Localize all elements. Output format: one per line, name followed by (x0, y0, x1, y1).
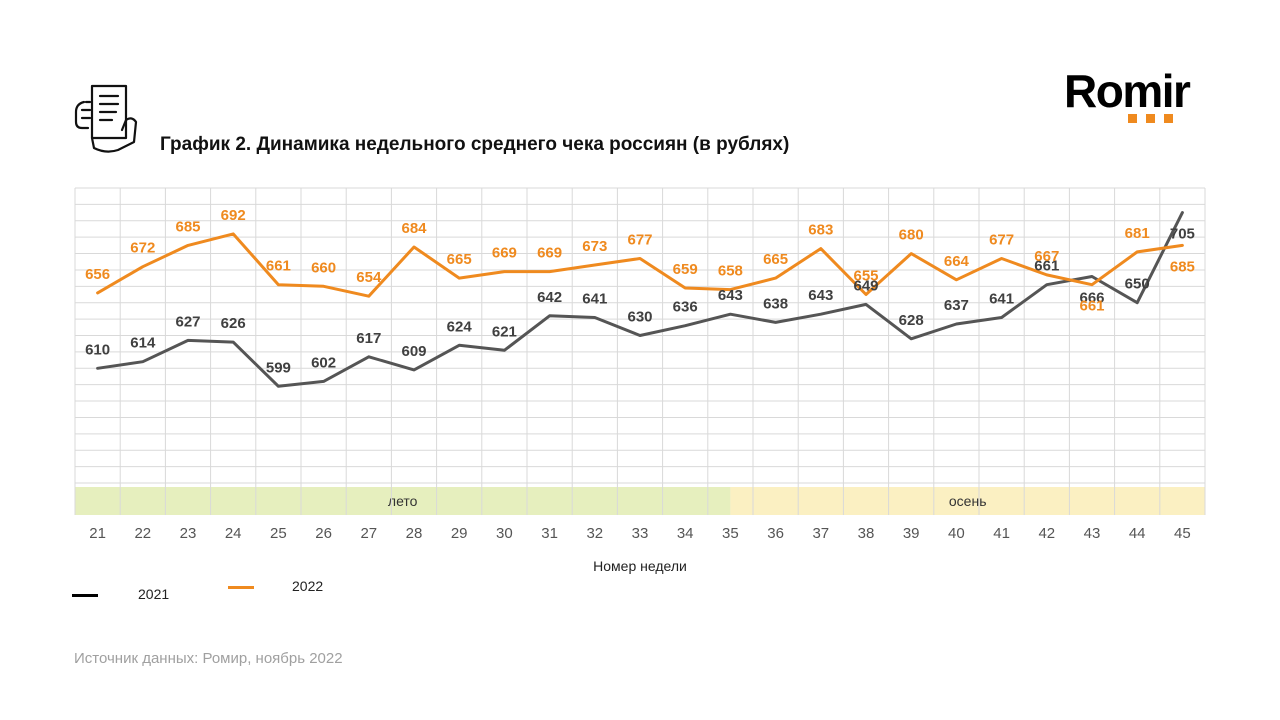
x-tick-label: 45 (1174, 525, 1191, 542)
x-tick-label: 30 (496, 525, 513, 542)
data-label-2021: 643 (718, 287, 743, 304)
legend-label-2021: 2021 (138, 586, 170, 602)
data-label-2021: 666 (1079, 290, 1104, 307)
data-label-2022: 665 (447, 251, 472, 268)
data-label-2021: 637 (944, 297, 969, 314)
data-label-2022: 681 (1125, 225, 1150, 242)
x-tick-label: 36 (767, 525, 784, 542)
data-label-2021: 628 (899, 312, 924, 329)
data-label-2022: 683 (808, 222, 833, 239)
x-tick-label: 27 (360, 525, 377, 542)
logo-text: Romir (1064, 65, 1191, 117)
data-label-2022: 677 (989, 231, 1014, 248)
data-label-2022: 665 (763, 251, 788, 268)
x-tick-label: 42 (1038, 525, 1055, 542)
data-label-2022: 660 (311, 259, 336, 276)
x-tick-label: 41 (993, 525, 1010, 542)
source-note: Источник данных: Ромир, ноябрь 2022 (74, 650, 343, 667)
data-label-2021: 599 (266, 359, 291, 376)
x-axis-label: Номер недели (593, 558, 687, 574)
x-tick-label: 21 (89, 525, 106, 542)
legend-swatch-2021 (72, 594, 98, 597)
data-label-2021: 638 (763, 295, 788, 312)
x-tick-label: 38 (858, 525, 875, 542)
data-label-2021: 602 (311, 354, 336, 371)
x-tick-label: 32 (586, 525, 603, 542)
data-label-2021: 641 (582, 290, 607, 307)
x-tick-label: 31 (541, 525, 558, 542)
data-label-2021: 636 (673, 299, 698, 316)
chart-title: График 2. Динамика недельного среднего ч… (160, 134, 790, 155)
series-line-2022 (96, 232, 1184, 298)
data-label-2021: 609 (401, 343, 426, 360)
x-tick-label: 25 (270, 525, 287, 542)
data-label-2022: 659 (673, 261, 698, 278)
season-label-0: лето (388, 493, 418, 509)
data-label-2022: 680 (899, 227, 924, 244)
legend-label-2022: 2022 (292, 578, 324, 594)
data-label-2022: 677 (627, 231, 652, 248)
data-label-2021: 650 (1125, 276, 1150, 293)
romir-logo: Romir (1062, 62, 1212, 132)
x-tick-label: 39 (903, 525, 920, 542)
data-label-2022: 664 (944, 253, 970, 270)
data-label-2022: 685 (1170, 258, 1195, 275)
x-tick-label: 29 (451, 525, 468, 542)
x-tick-label: 40 (948, 525, 965, 542)
data-label-2021: 617 (356, 330, 381, 347)
data-label-2021: 627 (175, 313, 200, 330)
data-label-2021: 642 (537, 289, 562, 306)
data-label-2022: 656 (85, 266, 110, 283)
data-label-2021: 626 (221, 315, 246, 332)
x-tick-label: 44 (1129, 525, 1146, 542)
season-band-1 (730, 487, 1205, 515)
data-label-2022: 669 (537, 245, 562, 262)
data-label-2022: 658 (718, 263, 743, 280)
x-tick-label: 37 (812, 525, 829, 542)
data-label-2021: 624 (447, 318, 473, 335)
data-label-2022: 669 (492, 245, 517, 262)
x-tick-label: 34 (677, 525, 694, 542)
x-tick-label: 35 (722, 525, 739, 542)
data-label-2022: 672 (130, 240, 155, 257)
data-label-2022: 673 (582, 238, 607, 255)
season-label-1: осень (949, 493, 987, 509)
data-label-2021: 649 (853, 277, 878, 294)
data-label-2021: 661 (1034, 258, 1059, 275)
season-band-0 (75, 487, 731, 515)
data-label-2021: 621 (492, 323, 517, 340)
data-label-2022: 692 (221, 207, 246, 224)
logo-dot (1164, 114, 1173, 123)
data-label-2021: 641 (989, 290, 1014, 307)
data-label-2022: 655 (853, 268, 878, 285)
data-label-2021: 610 (85, 341, 110, 358)
line-chart: лето осень 21 22 23 24 25 26 27 28 29 30 31 32 33 34 35 3… (74, 187, 1206, 574)
data-label-2021: 614 (130, 335, 156, 352)
logo-dot (1128, 114, 1137, 123)
data-label-2022: 661 (1079, 298, 1104, 315)
logo-dot (1146, 114, 1155, 123)
data-label-2021: 630 (627, 309, 652, 326)
legend-swatch-2022 (228, 586, 254, 589)
data-label-2021: 643 (808, 287, 833, 304)
x-tick-label: 26 (315, 525, 332, 542)
x-tick-label: 28 (406, 525, 423, 542)
x-tick-label: 22 (134, 525, 151, 542)
data-label-2022: 667 (1034, 248, 1059, 265)
data-label-2022: 654 (356, 269, 382, 286)
x-tick-label: 43 (1084, 525, 1101, 542)
series-line-2021 (96, 211, 1184, 388)
x-tick-label: 24 (225, 525, 242, 542)
data-label-2021: 705 (1170, 226, 1195, 243)
x-tick-label: 33 (632, 525, 649, 542)
x-tick-label: 23 (180, 525, 197, 542)
data-label-2022: 661 (266, 258, 291, 275)
data-label-2022: 684 (401, 220, 427, 237)
data-label-2022: 685 (175, 218, 200, 235)
receipt-hand-icon (74, 84, 138, 153)
